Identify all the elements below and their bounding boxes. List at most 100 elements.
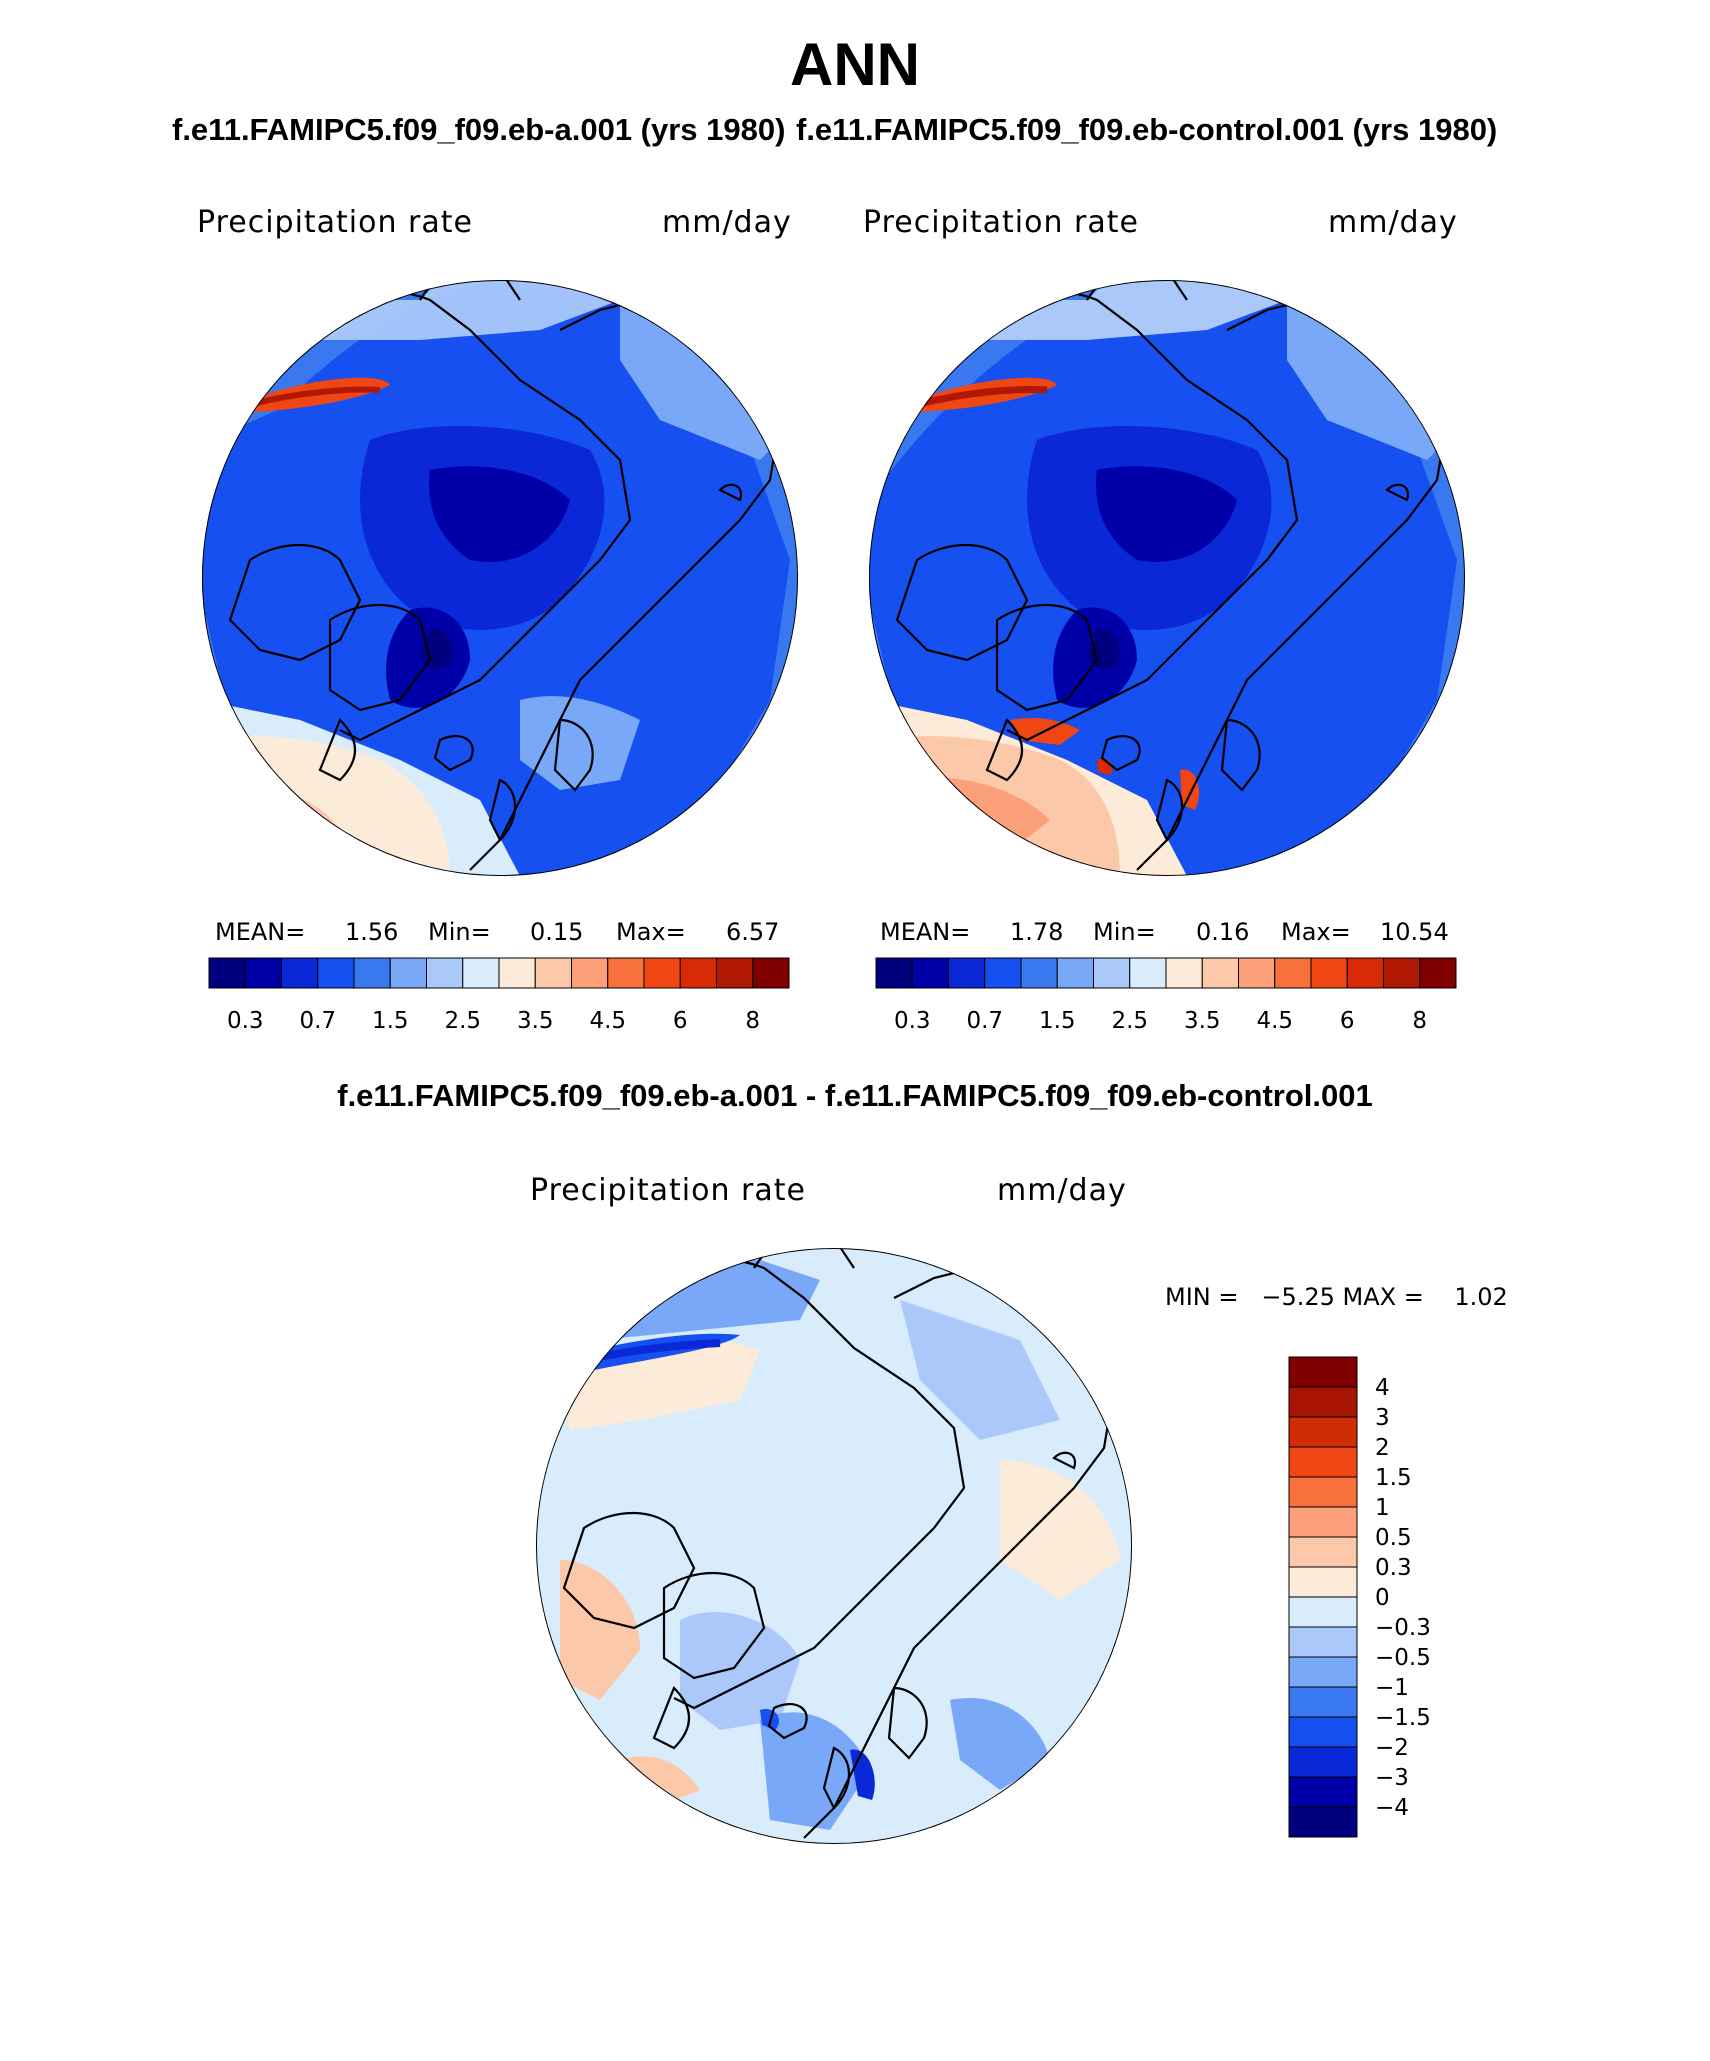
panel-b-colorbar-swatch — [948, 957, 986, 989]
diff-colorbar-tick-label: 2 — [1375, 1435, 1390, 1461]
diff-colorbar-swatch — [1288, 1626, 1358, 1658]
panel-b-max-label: Max= — [1281, 918, 1351, 946]
panel-a-field-greenland-core — [420, 629, 453, 670]
panel-b-field-core — [1096, 466, 1237, 562]
panel-b-max-value: 10.54 — [1380, 918, 1449, 946]
panel-a-colorbar-tick-label: 3.5 — [517, 1008, 554, 1034]
panel-b-colorbar-swatch — [1383, 957, 1421, 989]
panel-a-mean-label: MEAN= — [215, 918, 306, 946]
panel-b-field-pacific-core — [918, 386, 1048, 408]
diff-colorbar-swatch — [1288, 1536, 1358, 1568]
diff-field-east-warm — [1000, 1460, 1120, 1600]
panel-a-colorbar-swatch — [426, 957, 464, 989]
diff-colorbar: 4 3 2 1.5 1 0.5 0.3 0 −0.3 −0.5 −1 −1.5 −2 −3 −4 — [1288, 1356, 1431, 1838]
panel-a-colorbar-swatch — [317, 957, 355, 989]
diff-colorbar-swatch — [1288, 1656, 1358, 1688]
panel-a-colorbar-tick-label: 6 — [673, 1008, 688, 1034]
diff-colorbar-tick-label: −2 — [1375, 1735, 1409, 1761]
panel-a-colorbar-swatch — [534, 957, 572, 989]
panel-b-field-norway-coast — [1180, 769, 1200, 810]
panel-a-colorbar-tick-label: 2.5 — [444, 1008, 481, 1034]
panel-b-mean-value: 1.78 — [1010, 918, 1064, 946]
diff-field-atlantic — [760, 1712, 870, 1830]
panel-a-colorbar-swatch — [353, 957, 391, 989]
panel-b-variable: Precipitation rate — [863, 205, 1139, 240]
diff-colorbar-swatch — [1288, 1446, 1358, 1478]
panel-b-colorbar-tick-label: 1.5 — [1039, 1008, 1076, 1034]
panel-a-colorbar-swatch — [244, 957, 282, 989]
panel-a-title: f.e11.FAMIPC5.f09_f09.eb-a.001 (yrs 1980… — [172, 112, 786, 147]
panel-b-min-label: Min= — [1093, 918, 1156, 946]
panel-a-colorbar-swatch — [752, 957, 790, 989]
diff-colorbar-tick-label: −4 — [1375, 1795, 1409, 1821]
diff-colorbar-tick-label: −1.5 — [1375, 1705, 1431, 1731]
diff-units: mm/day — [997, 1173, 1127, 1208]
diff-colorbar-tick-label: 1.5 — [1375, 1465, 1412, 1491]
diff-colorbar-swatch — [1288, 1746, 1358, 1778]
panel-a-colorbar-swatch — [208, 957, 246, 989]
diff-colorbar-tick-label: −0.5 — [1375, 1645, 1431, 1671]
diff-colorbar-tick-label: −0.3 — [1375, 1615, 1431, 1641]
panel-a-field-core — [429, 466, 570, 562]
panel-b-colorbar-swatch — [1056, 957, 1094, 989]
panel-a-colorbar-tick-label: 0.3 — [227, 1008, 264, 1034]
panel-b-colorbar-swatch — [1310, 957, 1348, 989]
panel-b-colorbar-swatch — [1020, 957, 1058, 989]
diff-field-atlantic-warm — [620, 1756, 700, 1810]
diff-colorbar-swatch — [1288, 1776, 1358, 1808]
diff-colorbar-tick-label: 0.3 — [1375, 1555, 1412, 1581]
panel-b-units: mm/day — [1328, 205, 1458, 240]
panel-b-colorbar-tick-label: 8 — [1412, 1008, 1427, 1034]
panel-b-colorbar-swatch — [1165, 957, 1203, 989]
panel-a-colorbar-swatch — [679, 957, 717, 989]
diff-colorbar-tick-label: 0.5 — [1375, 1525, 1412, 1551]
panel-a-mean-value: 1.56 — [345, 918, 399, 946]
panel-b-colorbar: 0.3 0.7 1.5 2.5 3.5 4.5 6 8 — [875, 957, 1457, 1034]
diff-colorbar-swatch — [1288, 1356, 1358, 1388]
panel-a-colorbar-swatch — [498, 957, 536, 989]
panel-a-colorbar-tick-label: 4.5 — [589, 1008, 626, 1034]
panel-a-min-value: 0.15 — [530, 918, 584, 946]
panel-b-colorbar-tick-label: 3.5 — [1184, 1008, 1221, 1034]
diff-colorbar-swatch — [1288, 1386, 1358, 1418]
panel-a-field-canada — [210, 380, 400, 560]
panel-a-colorbar-swatch — [389, 957, 427, 989]
panel-a-colorbar: 0.3 0.7 1.5 2.5 3.5 4.5 6 8 — [208, 957, 790, 1034]
panel-b-colorbar-tick-label: 6 — [1340, 1008, 1355, 1034]
diff-field-iceland — [760, 1709, 780, 1730]
panel-b-map — [869, 280, 1465, 876]
diff-colorbar-swatch — [1288, 1806, 1358, 1838]
panel-a-field-pacific-core — [251, 386, 381, 407]
panel-a-units: mm/day — [662, 205, 792, 240]
panel-a-colorbar-swatch — [462, 957, 500, 989]
diff-field-scandinavia — [950, 1698, 1050, 1790]
diff-colorbar-swatch — [1288, 1716, 1358, 1748]
diff-colorbar-tick-label: 4 — [1375, 1375, 1390, 1401]
panel-a-colorbar-tick-label: 8 — [745, 1008, 760, 1034]
panel-b-colorbar-swatch — [984, 957, 1022, 989]
diff-field-west-warm — [560, 1560, 640, 1700]
diff-colorbar-swatch — [1288, 1506, 1358, 1538]
diff-map — [536, 1248, 1132, 1844]
diff-colorbar-tick-label: 3 — [1375, 1405, 1390, 1431]
panel-b-colorbar-tick-label: 4.5 — [1256, 1008, 1293, 1034]
panel-a-colorbar-tick-label: 1.5 — [372, 1008, 409, 1034]
panel-b-colorbar-swatch — [1201, 957, 1239, 989]
panel-a-max-value: 6.57 — [726, 918, 780, 946]
diff-colorbar-swatch — [1288, 1596, 1358, 1628]
panel-b-colorbar-swatch — [1346, 957, 1384, 989]
panel-a-variable: Precipitation rate — [197, 205, 473, 240]
diff-colorbar-swatch — [1288, 1416, 1358, 1448]
diff-colorbar-tick-label: −1 — [1375, 1675, 1409, 1701]
panel-b-colorbar-swatch — [875, 957, 913, 989]
diff-title: f.e11.FAMIPC5.f09_f09.eb-a.001 - f.e11.F… — [337, 1078, 1373, 1113]
panel-b-colorbar-swatch — [911, 957, 949, 989]
panel-b-colorbar-swatch — [1093, 957, 1131, 989]
panel-a-colorbar-swatch — [571, 957, 609, 989]
diff-colorbar-swatch — [1288, 1566, 1358, 1598]
panel-b-field-greenland-core — [1087, 629, 1120, 670]
panel-b-mean-label: MEAN= — [880, 918, 971, 946]
panel-b-colorbar-tick-label: 2.5 — [1111, 1008, 1148, 1034]
panel-b-colorbar-swatch — [1238, 957, 1276, 989]
